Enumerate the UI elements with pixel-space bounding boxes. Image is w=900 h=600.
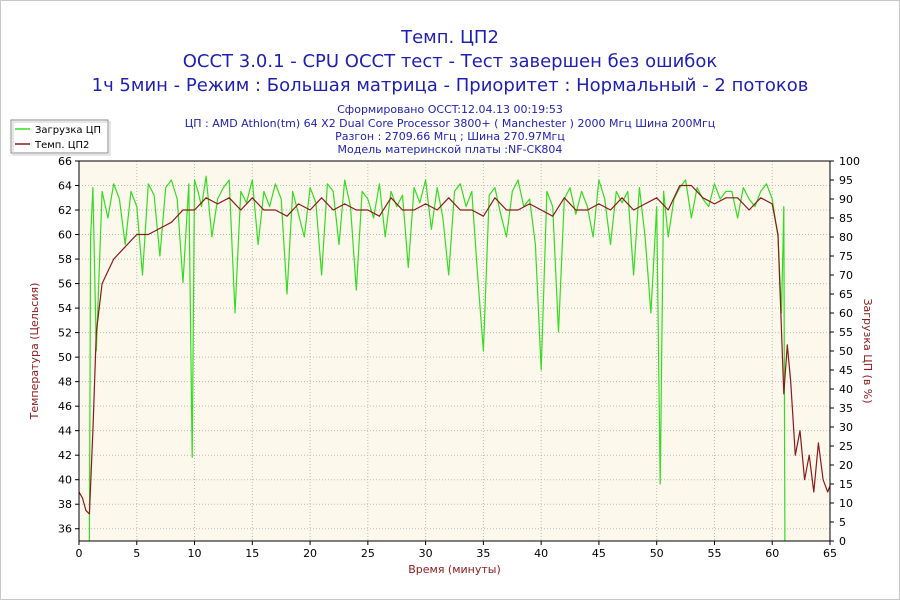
y-right-tick-label-10: 50 xyxy=(839,345,853,358)
y-right-tick-label-6: 30 xyxy=(839,421,853,434)
x-tick-label-4: 20 xyxy=(303,547,317,560)
y-left-tick-label-4: 44 xyxy=(58,425,72,438)
y-left-tick-label-6: 48 xyxy=(58,376,72,389)
x-tick-label-7: 35 xyxy=(476,547,490,560)
x-tick-label-6: 30 xyxy=(419,547,433,560)
legend: Загрузка ЦП Темп. ЦП2 xyxy=(10,119,111,156)
info-cpu: ЦП : AMD Athlon(tm) 64 X2 Dual Core Proc… xyxy=(184,117,716,130)
x-tick-label-3: 15 xyxy=(245,547,259,560)
y-right-tick-label-3: 15 xyxy=(839,478,853,491)
y-left-tick-label-2: 40 xyxy=(58,474,72,487)
y-left-tick-label-12: 60 xyxy=(58,229,72,242)
y-right-tick-label-11: 55 xyxy=(839,326,853,339)
y-left-tick-label-15: 66 xyxy=(58,155,72,168)
legend-box xyxy=(10,119,109,154)
legend-shadow xyxy=(12,121,111,156)
y-right-tick-label-5: 25 xyxy=(839,440,853,453)
y-left-tick-label-14: 64 xyxy=(58,180,72,193)
y-right-tick-label-16: 80 xyxy=(839,231,853,244)
x-tick-label-5: 25 xyxy=(361,547,375,560)
y-right-tick-label-1: 5 xyxy=(839,516,846,529)
y-axis-left-label: Температура (Цельсия) xyxy=(28,283,41,421)
series-line-cpu2-temp xyxy=(78,184,831,515)
x-tick-label-13: 65 xyxy=(823,547,837,560)
y-right-tick-label-18: 90 xyxy=(839,193,853,206)
y-right-tick-label-4: 20 xyxy=(839,459,853,472)
y-right-tick-label-7: 35 xyxy=(839,402,853,415)
y-right-tick-label-2: 10 xyxy=(839,497,853,510)
info-overclock: Разгон : 2709.66 Мгц ; Шина 270.97Мгц xyxy=(335,130,565,143)
legend-label-load: Загрузка ЦП xyxy=(35,125,101,136)
y-right-tick-label-13: 65 xyxy=(839,288,853,301)
y-left-tick-label-11: 58 xyxy=(58,253,72,266)
info-generated: Сформировано OCCT:12.04.13 00:19:53 xyxy=(337,103,563,116)
y-left-tick-label-5: 46 xyxy=(58,400,72,413)
x-tick-label-12: 60 xyxy=(765,547,779,560)
y-right-tick-label-17: 85 xyxy=(839,212,853,225)
x-tick-label-8: 40 xyxy=(534,547,548,560)
x-tick-label-10: 50 xyxy=(650,547,664,560)
x-tick-label-2: 10 xyxy=(188,547,202,560)
x-tick-label-11: 55 xyxy=(707,547,721,560)
y-right-tick-label-0: 0 xyxy=(839,535,846,548)
y-right-tick-label-19: 95 xyxy=(839,174,853,187)
y-left-tick-label-13: 62 xyxy=(58,204,72,217)
chart-mode-line: 1ч 5мин - Режим : Большая матрица - Прио… xyxy=(91,75,809,96)
y-left-tick-label-3: 42 xyxy=(58,449,72,462)
y-left-tick-label-0: 36 xyxy=(58,523,72,536)
y-right-tick-label-12: 60 xyxy=(839,307,853,320)
plot-area xyxy=(79,161,830,541)
y-left-tick-label-1: 38 xyxy=(58,498,72,511)
y-right-tick-label-9: 45 xyxy=(839,364,853,377)
chart-subtitle: OCCT 3.0.1 - CPU OCCT тест - Тест заверш… xyxy=(182,51,718,72)
y-left-tick-label-9: 54 xyxy=(58,302,72,315)
y-right-tick-label-15: 75 xyxy=(839,250,853,263)
chart-title: Темп. ЦП2 xyxy=(401,27,499,48)
series-layer xyxy=(78,175,831,542)
y-axis-right-label: Загрузка ЦП (в %) xyxy=(861,298,874,403)
x-axis-label: Время (минуты) xyxy=(408,563,501,576)
y-right-tick-label-20: 100 xyxy=(839,155,860,168)
y-left-tick-label-10: 56 xyxy=(58,278,72,291)
x-tick-label-1: 5 xyxy=(133,547,140,560)
axes xyxy=(75,160,834,545)
y-left-tick-label-7: 50 xyxy=(58,351,72,364)
y-right-tick-label-14: 70 xyxy=(839,269,853,282)
tick-labels: 0 5 10 15 20 25 30 35 40 45 50 55 60 6536384042444648… xyxy=(58,155,860,560)
info-motherboard: Модель материнской платы :NF-CK804 xyxy=(337,143,563,156)
legend-label-temp: Темп. ЦП2 xyxy=(34,140,89,151)
y-left-tick-label-8: 52 xyxy=(58,327,72,340)
x-tick-label-9: 45 xyxy=(592,547,606,560)
y-right-tick-label-8: 40 xyxy=(839,383,853,396)
x-tick-label-0: 0 xyxy=(76,547,83,560)
